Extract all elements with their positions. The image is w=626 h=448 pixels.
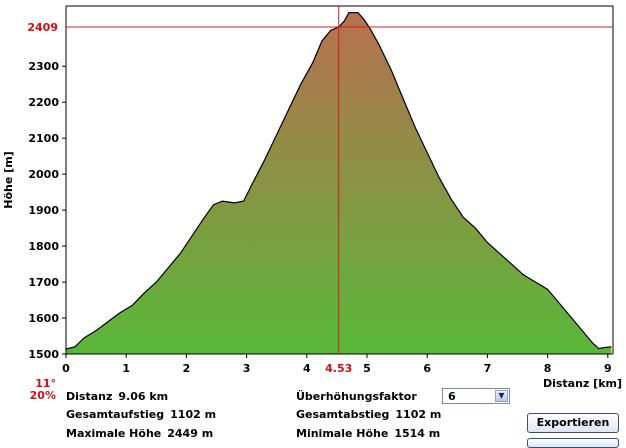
x-tick-label: 7 [484, 362, 492, 375]
x-tick-label: 6 [423, 362, 431, 375]
slope-angle: 11° [35, 377, 56, 390]
y-tick-label: 2000 [28, 168, 59, 181]
x-tick-label: 9 [604, 362, 612, 375]
cursor-x-label-box [319, 359, 358, 375]
cursor-x-label: 4.53 [325, 362, 352, 375]
cursor-y-label: 2409 [27, 21, 58, 34]
distance-stat: Distanz 9.06 km [66, 390, 168, 403]
x-tick-label: 2 [183, 362, 191, 375]
min-height-value: 1514 m [394, 427, 441, 440]
total-ascent-value: 1102 m [170, 408, 217, 421]
export-button[interactable]: Exportieren [527, 413, 619, 433]
y-tick-label: 2100 [28, 132, 59, 145]
total-ascent-stat: Gesamtaufstieg 1102 m [66, 408, 216, 421]
min-height-stat: Minimale Höhe 1514 m [296, 427, 440, 440]
elevation-line [65, 12, 612, 350]
y-tick-label: 1600 [28, 312, 59, 325]
x-tick-label: 8 [544, 362, 552, 375]
y-tick-label: 2200 [28, 96, 59, 109]
exaggeration-factor-label: Überhöhungsfaktor [296, 390, 417, 403]
y-tick-label: 1800 [28, 240, 59, 253]
x-tick-label: 4 [303, 362, 311, 375]
y-tick-label: 1500 [28, 348, 59, 361]
total-descent-value: 1102 m [395, 408, 442, 421]
cursor-y-label-box [20, 19, 62, 35]
distance-value: 9.06 km [118, 390, 169, 403]
min-height-label: Minimale Höhe [296, 427, 389, 440]
exaggeration-factor-value: 6 [448, 390, 456, 403]
secondary-button[interactable] [527, 438, 619, 448]
total-descent-stat: Gesamtabstieg 1102 m [296, 408, 441, 421]
total-descent-label: Gesamtabstieg [296, 408, 390, 421]
distance-label: Distanz [66, 390, 113, 403]
slope-percent: 20% [29, 389, 56, 402]
y-tick-label: 1700 [28, 276, 59, 289]
x-tick-label: 5 [363, 362, 371, 375]
total-ascent-label: Gesamtaufstieg [66, 408, 165, 421]
x-tick-label: 1 [122, 362, 130, 375]
y-axis-title: Höhe [m] [2, 151, 15, 208]
y-tick-label: 1900 [28, 204, 59, 217]
chevron-down-icon[interactable]: ▼ [495, 390, 508, 402]
y-tick-label: 2300 [28, 60, 59, 73]
x-tick-label: 0 [62, 362, 70, 375]
max-height-value: 2449 m [167, 427, 214, 440]
x-tick-label: 3 [243, 362, 251, 375]
exaggeration-factor-select[interactable]: 6 ▼ [442, 388, 510, 404]
x-axis-title: Distanz [km] [543, 377, 622, 390]
max-height-stat: Maximale Höhe 2449 m [66, 427, 213, 440]
max-height-label: Maximale Höhe [66, 427, 162, 440]
